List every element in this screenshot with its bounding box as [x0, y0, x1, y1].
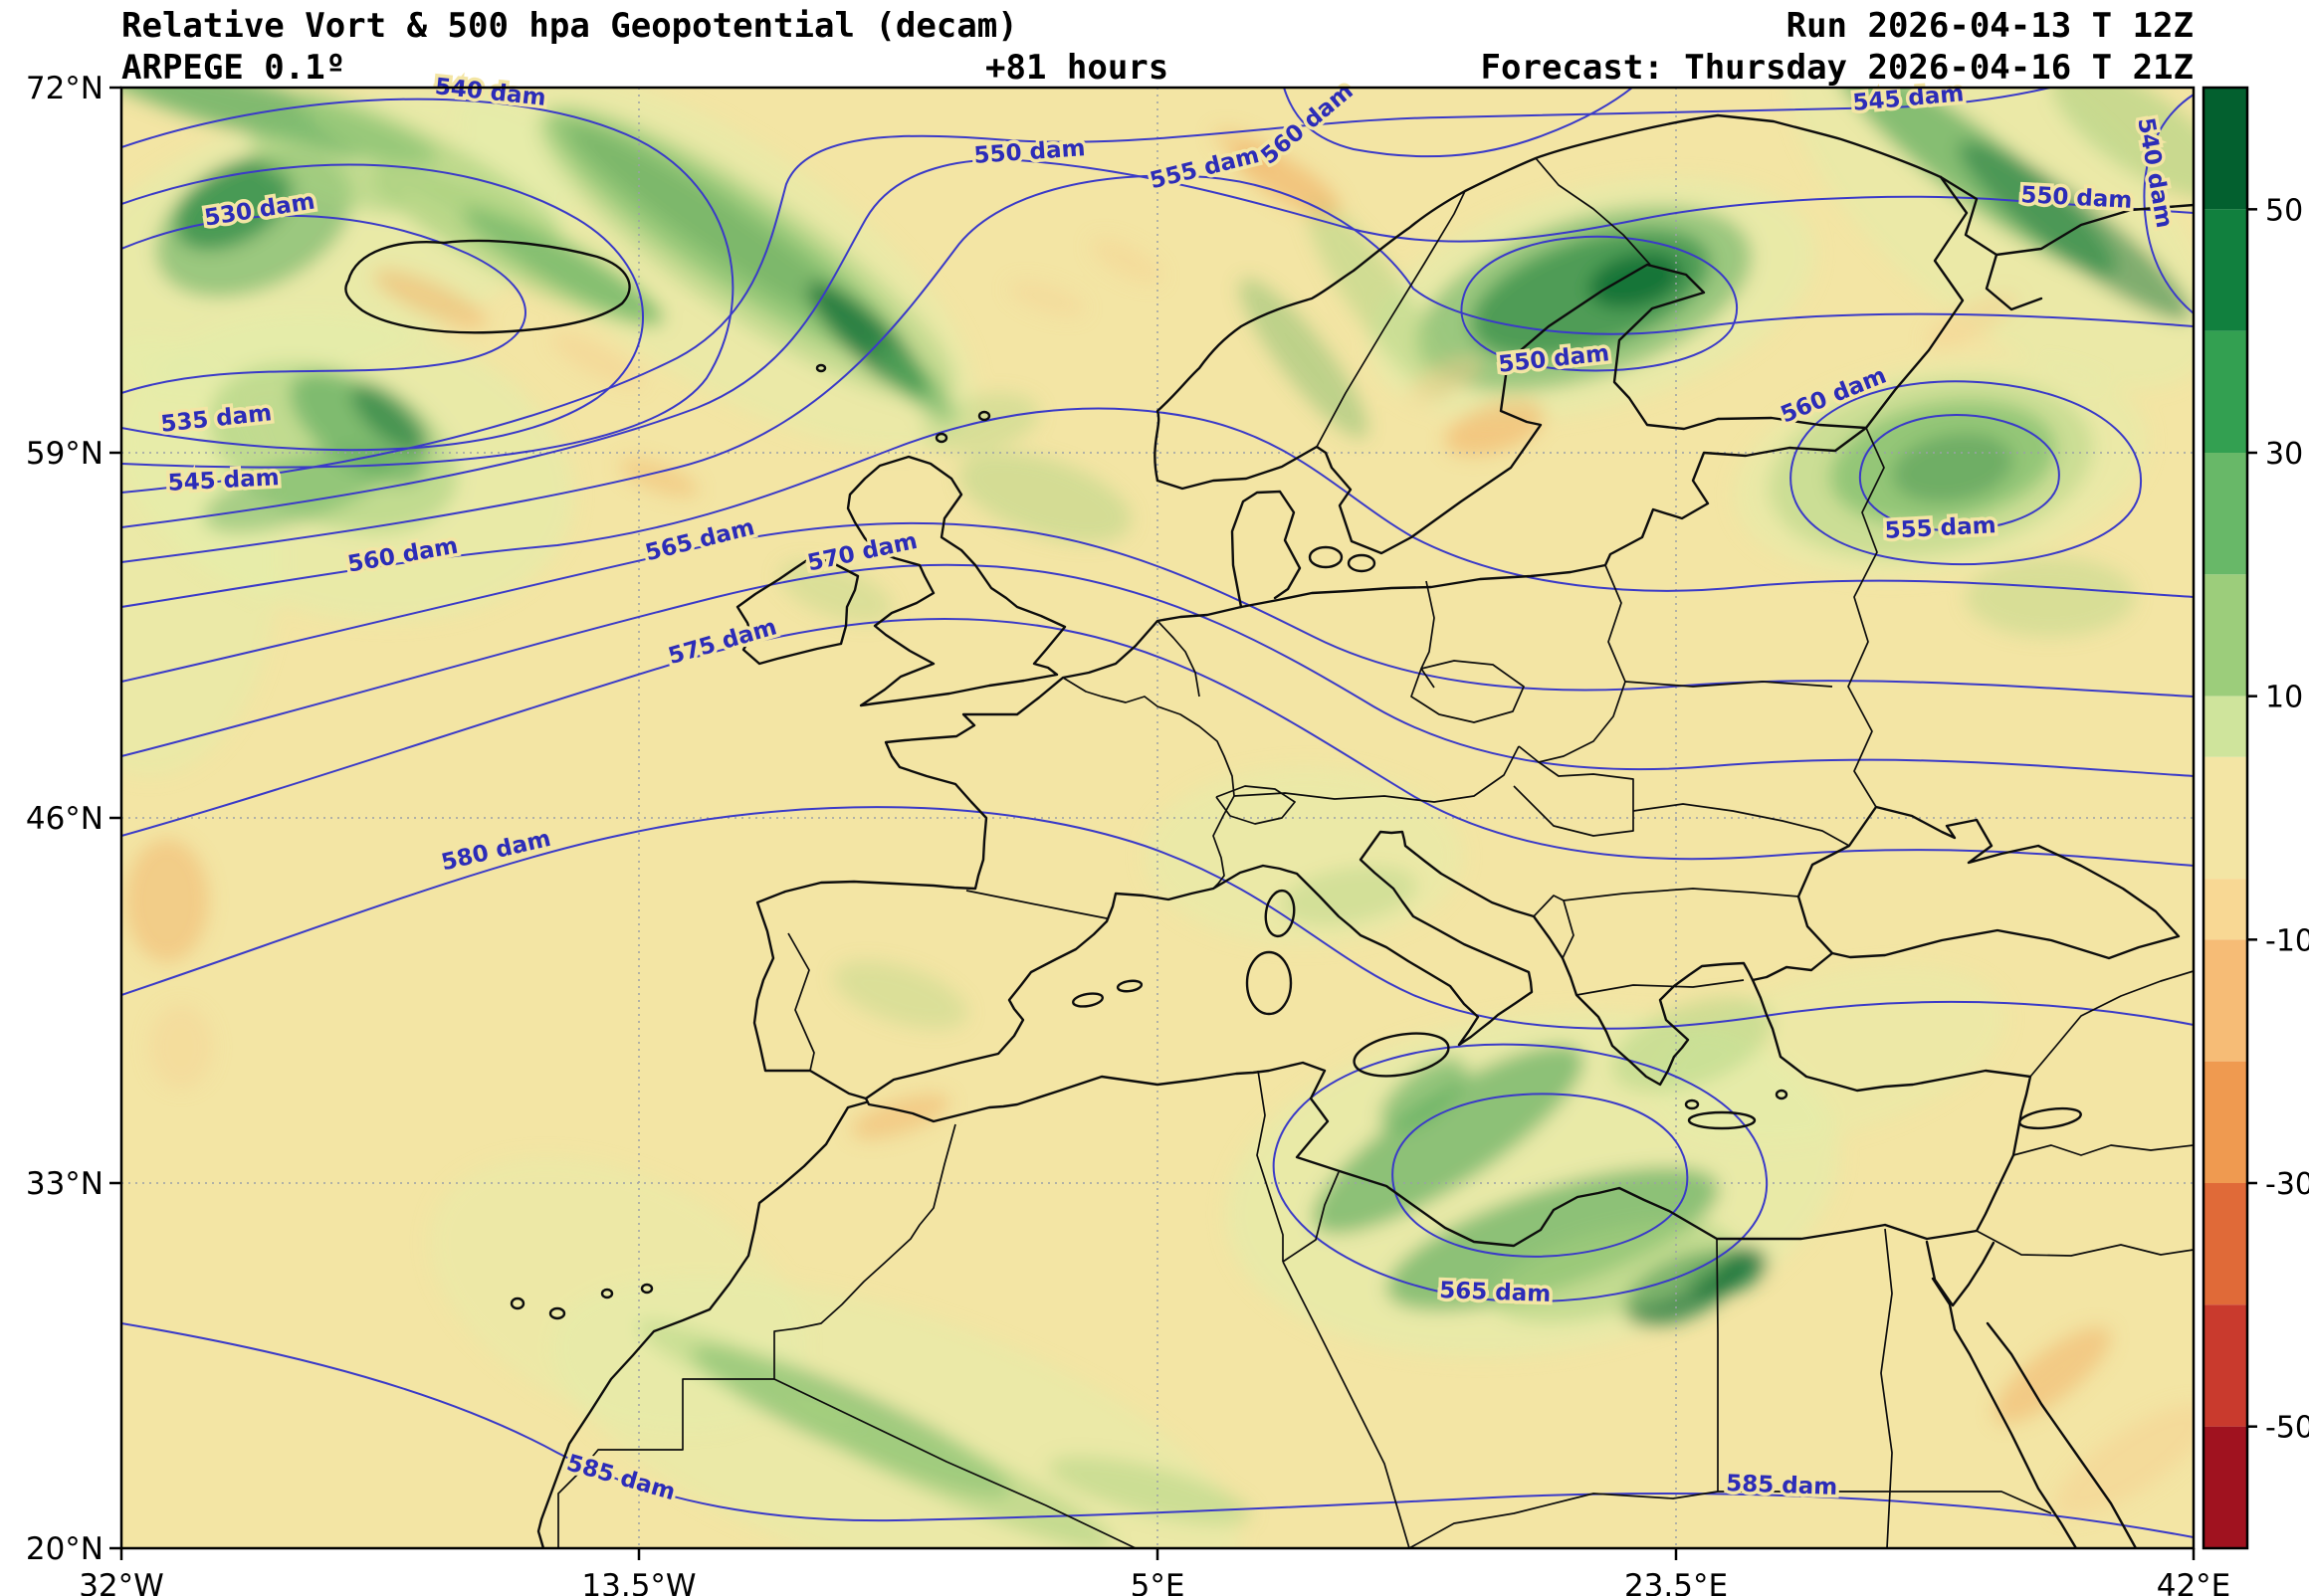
forecast-valid-time: Forecast: Thursday 2026-04-16 T 21Z	[1480, 48, 2194, 88]
svg-text:50: 50	[2265, 193, 2303, 228]
svg-text:32°W: 32°W	[79, 1568, 164, 1596]
svg-text:23.5°E: 23.5°E	[1624, 1568, 1728, 1596]
svg-text:565 dam: 565 dam	[1439, 1278, 1552, 1307]
page-title: Relative Vort & 500 hpa Geopotential (de…	[121, 6, 1018, 46]
svg-text:72°N: 72°N	[26, 71, 104, 106]
svg-text:-50: -50	[2265, 1411, 2309, 1446]
svg-text:5°E: 5°E	[1131, 1568, 1185, 1596]
svg-text:46°N: 46°N	[26, 801, 104, 837]
svg-text:30: 30	[2265, 437, 2303, 472]
svg-text:10: 10	[2265, 681, 2303, 715]
svg-text:42°E: 42°E	[2157, 1568, 2231, 1596]
svg-text:-30: -30	[2265, 1167, 2309, 1202]
svg-text:33°N: 33°N	[26, 1166, 104, 1202]
svg-text:-10: -10	[2265, 923, 2309, 958]
run-info: Run 2026-04-13 T 12Z	[1785, 6, 2194, 46]
svg-text:59°N: 59°N	[26, 436, 104, 472]
svg-text:20°N: 20°N	[26, 1531, 104, 1567]
model-name: ARPEGE 0.1º	[121, 48, 346, 88]
lead-time: +81 hours	[985, 48, 1169, 88]
geopotential-contour-lines	[121, 88, 2194, 1538]
svg-text:13.5°W: 13.5°W	[581, 1568, 696, 1596]
axis-tick-labels: 72°N 59°N 46°N 33°N 20°N32°W 13.5°W 5°E 23.5°E 4…	[26, 71, 2230, 1596]
coastlines-and-borders	[344, 113, 2194, 1548]
colorbar: 50 30 10 -10 -30 -50	[2202, 86, 2309, 1550]
svg-text:585 dam: 585 dam	[1726, 1471, 1838, 1500]
